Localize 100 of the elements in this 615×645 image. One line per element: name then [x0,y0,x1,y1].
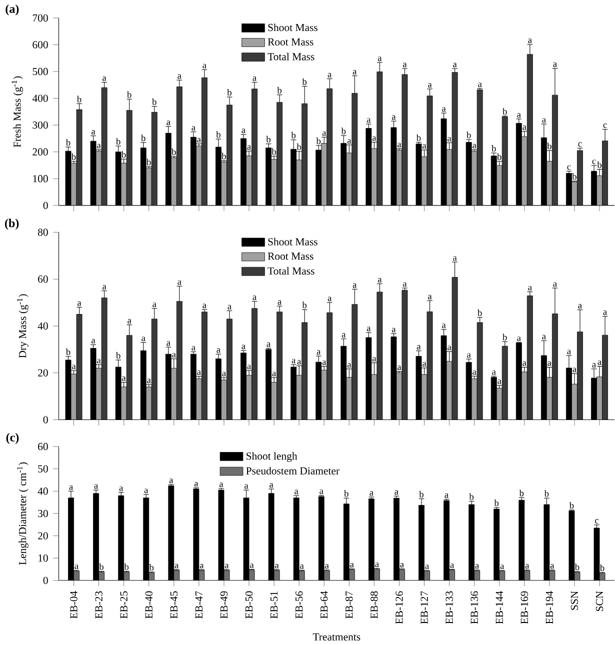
x-tick-label: EB-25 [120,591,128,619]
y-tick-label: 300 [32,121,48,129]
data-label: c [592,160,596,164]
data-label: a [417,345,421,350]
data-label: a [442,107,446,112]
data-label: b [574,564,580,570]
legend-label: Total Mass [268,267,314,275]
y-tick-label: 200 [32,148,48,156]
data-label: b [66,348,70,356]
data-label: b [266,136,271,142]
data-label: a [300,564,304,569]
data-label: a [192,346,196,350]
data-label: a [200,564,204,568]
data-label: b [141,134,146,142]
data-label: a [403,282,407,287]
data-label: a [542,118,546,123]
data-label: b [222,152,226,160]
data-label: b [302,302,307,308]
data-label: a [320,490,324,494]
data-label: b [600,564,604,572]
data-label: a [400,563,404,568]
x-tick-label: EB-194 [546,591,554,624]
y-tick-label: 50 [38,465,48,472]
data-label: b [572,173,577,180]
data-label: a [350,563,354,568]
y-axis-title: Fresh Mass (g$^{-1}$) [12,76,24,148]
data-label: b [478,309,482,316]
data-label: a [394,490,399,495]
data-label: a [522,361,526,366]
data-label: a [467,353,471,358]
y-axis-title: Dry Mass (g$^{-1}$) [17,294,28,358]
chart-title: (a) [6,4,19,16]
data-label: a [478,82,482,88]
data-label: a [453,256,457,261]
data-label: a [92,130,96,134]
data-label: a [72,364,76,370]
x-tick-label: EB-127 [420,591,428,624]
legend-label: Root Mass [268,252,314,260]
data-label: a [567,350,572,354]
data-label: a [367,326,371,332]
data-label: a [453,62,457,68]
data-label: a [322,131,326,136]
data-label: a [266,342,271,347]
data-label: c [595,519,599,524]
data-label: a [348,139,352,144]
data-label: b [416,134,421,141]
data-label: a [270,483,274,488]
data-label: a [572,368,577,372]
data-label: a [178,74,182,79]
legend-label: Shoot Mass [268,24,318,32]
data-label: a [598,360,602,365]
data-label: a [498,379,502,384]
data-label: a [178,280,182,285]
data-label: b [216,131,221,138]
data-label: a [102,285,106,290]
data-label: a [553,62,557,67]
data-label: b [419,490,424,498]
data-label: a [119,486,124,491]
data-label: a [603,310,608,316]
data-label: a [522,125,526,130]
x-axis-title: Treatments [313,633,360,641]
data-label: a [550,564,554,569]
data-label: b [569,502,574,509]
data-label: b [544,490,549,497]
data-label: b [469,493,474,500]
data-label: a [192,126,196,130]
y-tick-label: 20 [38,532,48,540]
data-label: b [152,98,156,105]
data-label: a [328,72,332,78]
data-label: a [128,318,132,324]
data-label: a [252,76,257,81]
data-label: a [517,113,521,118]
data-label: a [526,564,530,569]
data-label: a [275,564,279,568]
x-tick-label: EB-87 [346,591,353,619]
x-tick-label: EB-133 [446,591,453,624]
y-tick-label: 60 [38,442,48,450]
data-label: a [228,304,232,310]
data-label: a [244,484,248,489]
data-label: a [428,83,432,88]
data-label: b [341,128,346,134]
data-label: a [242,344,246,350]
data-label: a [297,360,302,364]
data-label: a [216,348,221,353]
data-label: a [170,478,174,484]
data-label: a [528,38,532,44]
data-label: a [428,294,432,300]
x-tick-label: EB-45 [170,591,178,619]
data-label: a [592,363,596,368]
data-label: a [97,358,101,364]
y-tick-label: 700 [33,14,48,22]
data-label: a [152,302,156,308]
x-tick-label: EB-04 [70,591,78,619]
data-label: a [398,366,402,370]
x-tick-label: EB-23 [95,591,102,619]
data-label: a [69,485,74,490]
data-label: a [142,336,146,342]
data-label: a [353,283,357,288]
data-label: a [102,76,106,81]
data-label: a [372,356,376,362]
